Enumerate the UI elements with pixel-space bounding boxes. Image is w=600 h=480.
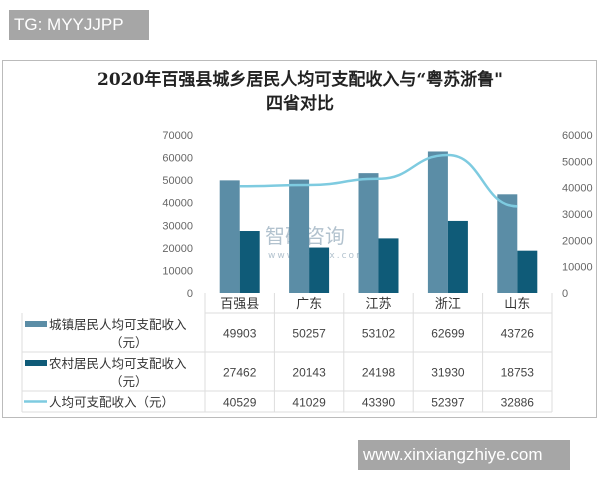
title-line-2: 四省对比 <box>266 94 334 114</box>
legend-label: 城镇居民人均可支配收入 <box>49 317 187 332</box>
bar-urban <box>289 179 310 293</box>
left-axis-tick: 50000 <box>162 175 193 187</box>
table-value: 20143 <box>292 366 326 380</box>
left-axis-tick: 10000 <box>162 265 193 277</box>
left-axis-tick: 30000 <box>162 220 193 232</box>
right-axis-tick: 0 <box>562 288 568 300</box>
table-value: 41029 <box>292 396 326 410</box>
category-label: 百强县 <box>220 297 259 312</box>
bar-urban <box>497 194 518 293</box>
left-axis-tick: 60000 <box>162 153 193 165</box>
legend-label: 农村居民人均可支配收入 <box>49 356 187 371</box>
table-value: 40529 <box>223 396 257 410</box>
table-value: 18753 <box>501 366 535 380</box>
right-axis-tick: 10000 <box>562 262 593 274</box>
bar-rural <box>447 220 468 293</box>
category-label: 浙江 <box>435 297 461 312</box>
left-axis-tick: 70000 <box>162 130 193 142</box>
table-value: 24198 <box>362 366 396 380</box>
left-axis-tick: 0 <box>187 288 193 300</box>
left-axis-tick: 40000 <box>162 198 193 210</box>
table-value: 27462 <box>223 366 257 380</box>
bar-rural <box>517 250 538 293</box>
bar-urban <box>358 173 379 293</box>
table-value: 62699 <box>431 327 465 341</box>
table-value: 52397 <box>431 396 465 410</box>
legend-swatch <box>25 360 47 366</box>
table-value: 53102 <box>362 327 396 341</box>
legend-label-unit: （元） <box>110 335 148 350</box>
right-axis-tick: 20000 <box>562 235 593 247</box>
table-value: 50257 <box>292 327 326 341</box>
table-value: 49903 <box>223 327 257 341</box>
right-axis-tick: 50000 <box>562 156 593 168</box>
bar-urban <box>219 180 240 293</box>
chart-frame <box>2 60 597 418</box>
chart-title: 2020年百强县城乡居民人均可支配收入与“粤苏浙鲁" 四省对比 <box>0 68 600 116</box>
category-label: 广东 <box>296 297 322 312</box>
category-label: 江苏 <box>365 296 391 312</box>
bar-rural <box>309 247 330 293</box>
right-axis-tick: 30000 <box>562 209 593 221</box>
legend-label: 人均可支配收入（元） <box>49 395 174 410</box>
table-value: 31930 <box>431 366 465 380</box>
bar-urban <box>427 151 448 293</box>
right-axis-tick: 60000 <box>562 130 593 142</box>
category-label: 山东 <box>504 297 530 312</box>
table-value: 43390 <box>362 396 396 410</box>
site-watermark: www.xinxiangzhiye.com <box>358 440 570 470</box>
table-value: 32886 <box>501 396 535 410</box>
legend-label-unit: （元） <box>110 374 148 389</box>
legend-swatch <box>25 321 47 327</box>
bar-rural <box>239 231 260 293</box>
right-axis-tick: 40000 <box>562 183 593 195</box>
table-value: 43726 <box>501 327 535 341</box>
tg-watermark: TG: MYYJJPP <box>9 10 149 40</box>
line-series-average <box>239 153 518 208</box>
bar-rural <box>378 238 399 293</box>
title-line-1: 2020年百强县城乡居民人均可支配收入与“粤苏浙鲁" <box>97 70 503 90</box>
left-axis-tick: 20000 <box>162 243 193 255</box>
